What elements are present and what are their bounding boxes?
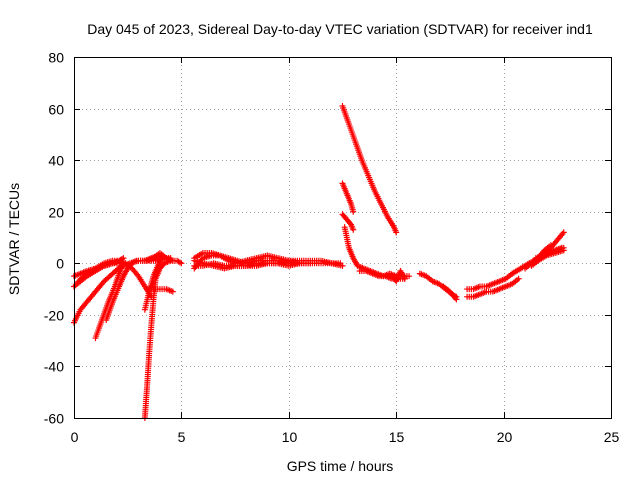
grid-lines (74, 57, 611, 418)
series-arc-l (144, 249, 176, 264)
series-arc-y (464, 275, 522, 300)
y-tick-label: 0 (56, 256, 64, 272)
chart-title: Day 045 of 2023, Sidereal Day-to-day VTE… (87, 21, 593, 37)
data-point (406, 273, 413, 280)
x-tick-label: 15 (389, 429, 405, 445)
y-tick-label: 40 (48, 153, 64, 169)
series-arc-i (141, 255, 166, 313)
y-tick-label: 80 (48, 50, 64, 66)
data-point (453, 296, 460, 303)
data-point (169, 288, 176, 295)
data-point (339, 262, 346, 269)
y-tick-label: 20 (48, 205, 64, 221)
x-tick-label: 0 (71, 429, 79, 445)
x-axis-label: GPS time / hours (287, 458, 394, 474)
x-tick-label: 20 (497, 429, 513, 445)
series-arc-u (356, 268, 408, 282)
data-point (547, 242, 554, 249)
y-tick-label: 60 (48, 102, 64, 118)
series-arc-e (75, 257, 155, 300)
x-tick-label: 5 (178, 429, 186, 445)
data-point (558, 244, 565, 251)
series-arc-ad (532, 244, 565, 262)
data-point (350, 208, 357, 215)
data-point (169, 257, 176, 264)
y-tick-label: -60 (44, 411, 64, 427)
series-arc-x (440, 283, 460, 303)
y-tick-label: -20 (44, 308, 64, 324)
series-arc-h (141, 257, 185, 421)
series-arc-p (191, 257, 346, 272)
data-point (178, 260, 185, 267)
series-arc-s (339, 211, 357, 233)
series-arc-r (339, 180, 357, 215)
data-point (401, 275, 408, 282)
x-tick-label: 25 (604, 429, 620, 445)
series-arc-v (388, 268, 408, 285)
data-point (347, 220, 354, 227)
y-axis-label: SDTVAR / TECUs (6, 183, 22, 295)
series-arc-q (339, 102, 400, 236)
y-tick-label: -40 (44, 359, 64, 375)
plot-frame (74, 57, 612, 419)
data-point (393, 229, 400, 236)
axis-ticks: 0 5 10 15 20 25 -60 -40 -20 0 20 40 60 80 (44, 50, 620, 446)
series-arc-k (144, 286, 176, 295)
data-point (560, 229, 567, 236)
data-point (515, 275, 522, 282)
data-points (71, 102, 567, 421)
data-point (350, 226, 357, 233)
x-tick-label: 10 (282, 429, 298, 445)
